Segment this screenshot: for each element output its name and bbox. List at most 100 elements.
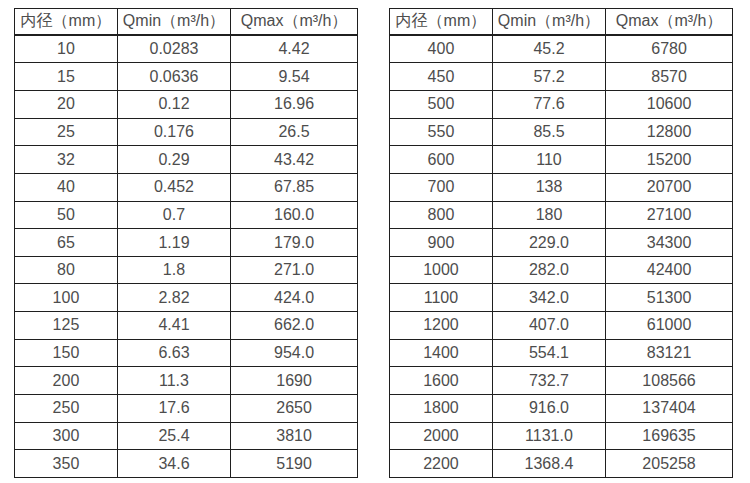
- table-cell: 51300: [606, 284, 733, 312]
- table-cell: 2.82: [117, 284, 230, 312]
- table-row: 1254.41662.0: [15, 312, 358, 340]
- table-cell: 15: [15, 63, 118, 91]
- table-cell: 5190: [231, 450, 358, 478]
- table-row: 50077.610600: [390, 91, 733, 119]
- table-row: 22001368.4205258: [390, 450, 733, 478]
- table-cell: 34300: [606, 229, 733, 257]
- table-row: 45057.28570: [390, 63, 733, 91]
- table-cell: 61000: [606, 312, 733, 340]
- column-header: 内径（mm）: [390, 9, 493, 35]
- flow-range-table-large-diameters: 内径（mm）Qmin（m³/h）Qmax（m³/h）40045.26780450…: [389, 8, 733, 478]
- table-cell: 300: [15, 422, 118, 450]
- table-cell: 1690: [231, 367, 358, 395]
- table-row: 55085.512800: [390, 118, 733, 146]
- table-cell: 85.5: [492, 118, 605, 146]
- table-cell: 500: [390, 91, 493, 119]
- table-cell: 16.96: [231, 91, 358, 119]
- flow-range-spec-page: 内径（mm）Qmin（m³/h）Qmax（m³/h）100.02834.4215…: [0, 0, 750, 483]
- table-cell: 9.54: [231, 63, 358, 91]
- header-row: 内径（mm）Qmin（m³/h）Qmax（m³/h）: [15, 9, 358, 35]
- table-cell: 250: [15, 395, 118, 423]
- table-row: 40045.26780: [390, 35, 733, 63]
- table-cell: 160.0: [231, 201, 358, 229]
- table-cell: 271.0: [231, 256, 358, 284]
- table-row: 30025.43810: [15, 422, 358, 450]
- table-cell: 138: [492, 173, 605, 201]
- table-row: 70013820700: [390, 173, 733, 201]
- table-cell: 916.0: [492, 395, 605, 423]
- table-cell: 80: [15, 256, 118, 284]
- table-cell: 32: [15, 146, 118, 174]
- table-cell: 77.6: [492, 91, 605, 119]
- table-row: 500.7160.0: [15, 201, 358, 229]
- table-cell: 229.0: [492, 229, 605, 257]
- table-cell: 424.0: [231, 284, 358, 312]
- table-cell: 0.0283: [117, 35, 230, 63]
- column-header: Qmax（m³/h）: [231, 9, 358, 35]
- table-cell: 700: [390, 173, 493, 201]
- table-cell: 407.0: [492, 312, 605, 340]
- table-cell: 4.42: [231, 35, 358, 63]
- table-row: 651.19179.0: [15, 229, 358, 257]
- table-cell: 600: [390, 146, 493, 174]
- table-cell: 125: [15, 312, 118, 340]
- table-row: 1002.82424.0: [15, 284, 358, 312]
- table-row: 400.45267.85: [15, 173, 358, 201]
- table-row: 801.8271.0: [15, 256, 358, 284]
- table-cell: 150: [15, 339, 118, 367]
- table-cell: 0.29: [117, 146, 230, 174]
- table-cell: 65: [15, 229, 118, 257]
- table-cell: 45.2: [492, 35, 605, 63]
- table-cell: 108566: [606, 367, 733, 395]
- table-cell: 1.19: [117, 229, 230, 257]
- table-cell: 550: [390, 118, 493, 146]
- table-row: 60011015200: [390, 146, 733, 174]
- table-cell: 0.176: [117, 118, 230, 146]
- table-cell: 1000: [390, 256, 493, 284]
- table-cell: 40: [15, 173, 118, 201]
- table-cell: 554.1: [492, 339, 605, 367]
- table-cell: 25: [15, 118, 118, 146]
- table-cell: 0.452: [117, 173, 230, 201]
- flow-range-table-small-diameters: 内径（mm）Qmin（m³/h）Qmax（m³/h）100.02834.4215…: [14, 8, 358, 478]
- table-cell: 1800: [390, 395, 493, 423]
- table-cell: 400: [390, 35, 493, 63]
- table-cell: 6780: [606, 35, 733, 63]
- table-cell: 6.63: [117, 339, 230, 367]
- table-cell: 26.5: [231, 118, 358, 146]
- table-cell: 67.85: [231, 173, 358, 201]
- header-row: 内径（mm）Qmin（m³/h）Qmax（m³/h）: [390, 9, 733, 35]
- table-cell: 50: [15, 201, 118, 229]
- table-row: 1000282.042400: [390, 256, 733, 284]
- table-cell: 205258: [606, 450, 733, 478]
- table-cell: 900: [390, 229, 493, 257]
- table-cell: 179.0: [231, 229, 358, 257]
- table-row: 20001131.0169635: [390, 422, 733, 450]
- column-header: Qmin（m³/h）: [117, 9, 230, 35]
- table-cell: 4.41: [117, 312, 230, 340]
- table-cell: 20700: [606, 173, 733, 201]
- table-row: 100.02834.42: [15, 35, 358, 63]
- table-cell: 12800: [606, 118, 733, 146]
- table-cell: 1600: [390, 367, 493, 395]
- table-cell: 1100: [390, 284, 493, 312]
- table-cell: 2000: [390, 422, 493, 450]
- table-cell: 57.2: [492, 63, 605, 91]
- table-row: 1600732.7108566: [390, 367, 733, 395]
- table-cell: 200: [15, 367, 118, 395]
- column-header: Qmax（m³/h）: [606, 9, 733, 35]
- table-cell: 43.42: [231, 146, 358, 174]
- table-cell: 1400: [390, 339, 493, 367]
- table-cell: 0.7: [117, 201, 230, 229]
- table-cell: 42400: [606, 256, 733, 284]
- column-header: Qmin（m³/h）: [492, 9, 605, 35]
- table-cell: 2200: [390, 450, 493, 478]
- table-cell: 83121: [606, 339, 733, 367]
- table-cell: 1.8: [117, 256, 230, 284]
- table-cell: 282.0: [492, 256, 605, 284]
- table-cell: 169635: [606, 422, 733, 450]
- table-cell: 662.0: [231, 312, 358, 340]
- table-cell: 27100: [606, 201, 733, 229]
- table-cell: 34.6: [117, 450, 230, 478]
- table-cell: 2650: [231, 395, 358, 423]
